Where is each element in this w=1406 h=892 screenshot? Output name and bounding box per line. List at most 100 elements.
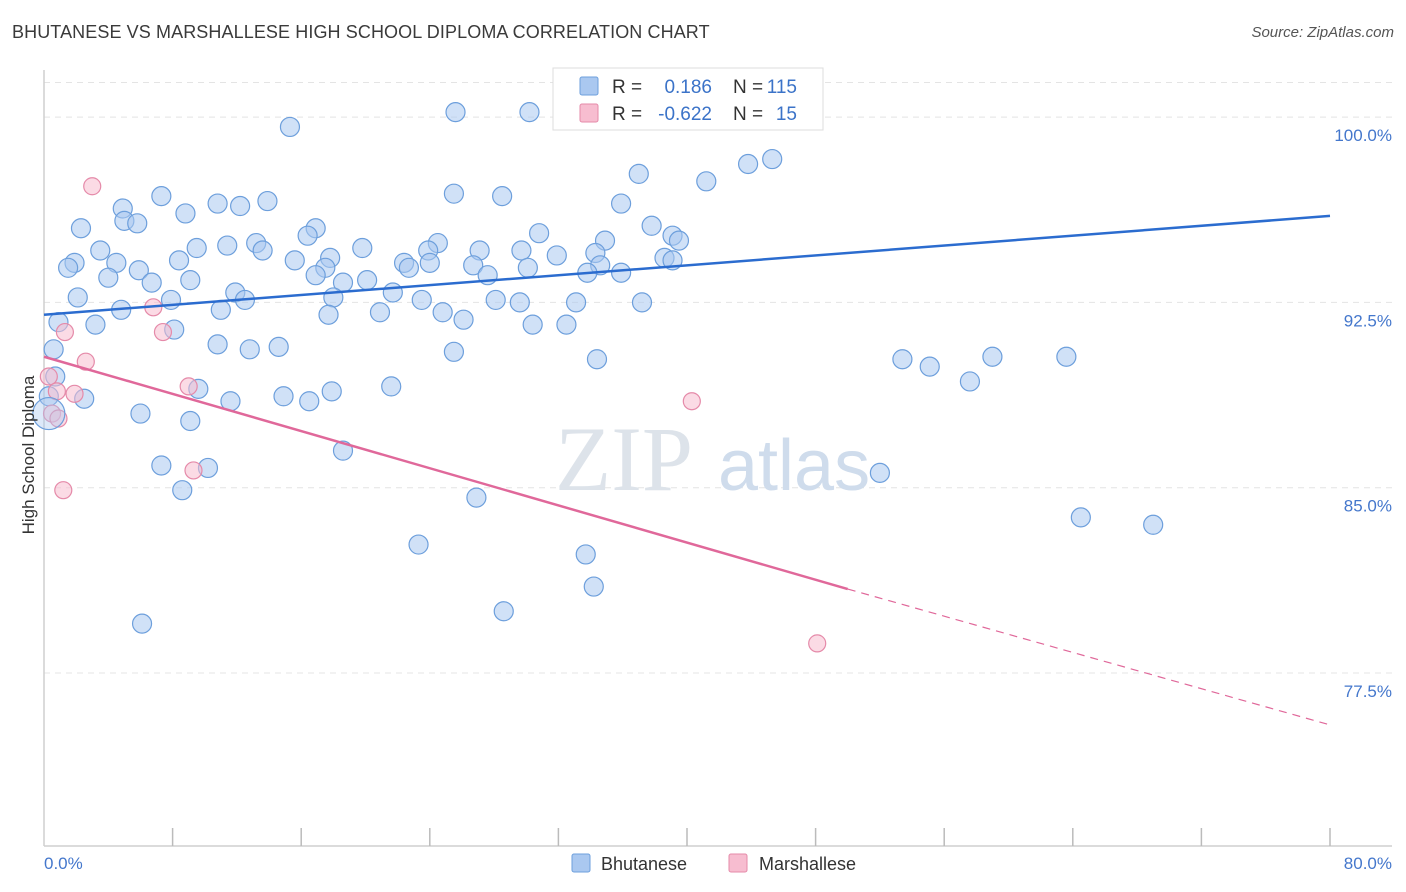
point-bhutanese: [207, 334, 228, 355]
point-bhutanese: [130, 403, 151, 424]
chart-title: BHUTANESE VS MARSHALLESE HIGH SCHOOL DIP…: [12, 22, 710, 42]
point-marshallese: [65, 384, 84, 403]
stats-n-label-bhutanese: N =: [733, 77, 763, 98]
point-bhutanese: [1056, 346, 1077, 367]
point-bhutanese: [128, 260, 149, 281]
legend: Bhutanese Marshallese: [571, 853, 856, 874]
grid-lines: [44, 81, 1392, 674]
point-bhutanese: [522, 314, 543, 335]
point-bhutanese: [90, 240, 111, 261]
point-bhutanese: [737, 153, 759, 175]
chart-source: Source: ZipAtlas.com: [1251, 24, 1394, 41]
point-bhutanese: [352, 237, 373, 259]
point-bhutanese: [959, 371, 981, 392]
point-bhutanese: [382, 282, 403, 303]
point-bhutanese: [610, 193, 632, 214]
point-bhutanese: [509, 292, 530, 313]
stats-n-label-marshallese: N =: [733, 104, 763, 125]
point-bhutanese-large: [32, 396, 66, 431]
stats-r-label-marshallese: R =: [612, 104, 642, 125]
point-bhutanese: [58, 257, 79, 278]
point-marshallese: [76, 352, 95, 371]
point-bhutanese: [610, 262, 632, 283]
point-bhutanese: [43, 339, 64, 360]
point-bhutanese: [453, 309, 474, 330]
point-bhutanese: [762, 148, 783, 170]
point-bhutanese: [131, 613, 153, 634]
point-bhutanese: [443, 341, 465, 362]
stats-swatch-marshallese: [579, 103, 599, 123]
point-bhutanese: [628, 163, 649, 184]
point-bhutanese: [432, 302, 453, 323]
point-bhutanese: [98, 267, 119, 288]
point-bhutanese: [869, 462, 891, 483]
point-bhutanese: [279, 116, 301, 138]
point-bhutanese: [398, 257, 420, 278]
point-bhutanese: [982, 346, 1003, 367]
stats-r-value-marshallese: -0.622: [658, 104, 712, 125]
point-bhutanese: [299, 391, 320, 412]
stats-n-value-marshallese: 15: [776, 104, 797, 125]
point-bhutanese: [411, 289, 432, 311]
trend-lines: [43, 214, 1331, 726]
point-bhutanese: [408, 534, 429, 555]
point-bhutanese: [631, 292, 653, 313]
point-bhutanese: [556, 314, 577, 335]
point-bhutanese: [445, 102, 466, 123]
point-marshallese: [54, 481, 73, 500]
x-tick-label: 80.0%: [1344, 854, 1392, 873]
point-bhutanese: [305, 265, 326, 286]
legend-label-marshallese: Marshallese: [759, 854, 856, 874]
point-bhutanese: [463, 255, 484, 276]
point-bhutanese: [141, 272, 162, 293]
point-bhutanese: [511, 240, 532, 261]
point-bhutanese: [168, 250, 190, 271]
point-bhutanese: [318, 304, 339, 325]
point-bhutanese: [186, 237, 207, 259]
point-bhutanese: [586, 349, 608, 370]
point-bhutanese: [668, 230, 690, 251]
point-bhutanese: [381, 376, 402, 397]
y-tick-label: 85.0%: [1344, 497, 1392, 516]
point-bhutanese: [696, 171, 717, 192]
point-bhutanese: [151, 186, 172, 207]
point-bhutanese: [466, 487, 487, 508]
point-bhutanese: [268, 336, 289, 357]
y-tick-labels: 100.0% 92.5% 85.0% 77.5%: [1334, 126, 1392, 701]
point-bhutanese: [1143, 514, 1164, 535]
point-bhutanese: [529, 223, 550, 244]
point-bhutanese: [369, 302, 391, 323]
point-bhutanese: [546, 245, 567, 266]
point-marshallese: [808, 634, 827, 653]
legend-swatch-marshallese: [728, 853, 748, 873]
stats-box: R = 0.186 N = 115 R = -0.622 N = 15: [552, 67, 824, 131]
watermark-atlas: atlas: [718, 426, 870, 506]
point-bhutanese: [519, 102, 540, 123]
point-bhutanese: [332, 440, 354, 461]
point-bhutanese: [575, 544, 596, 565]
point-bhutanese: [239, 339, 260, 360]
point-bhutanese: [67, 287, 88, 308]
point-bhutanese: [419, 252, 440, 273]
point-bhutanese: [180, 270, 201, 291]
stats-r-label-bhutanese: R =: [612, 77, 642, 98]
point-bhutanese: [257, 190, 278, 212]
watermark-zip: ZIP: [555, 408, 693, 510]
point-bhutanese: [85, 314, 106, 335]
point-bhutanese: [252, 240, 273, 261]
point-bhutanese: [443, 183, 465, 204]
point-bhutanese: [127, 213, 148, 234]
point-bhutanese: [217, 235, 238, 256]
point-marshallese: [682, 392, 701, 411]
point-bhutanese: [230, 195, 251, 217]
point-marshallese: [39, 367, 58, 386]
point-bhutanese: [485, 289, 506, 311]
point-bhutanese: [151, 455, 172, 476]
watermark: ZIP atlas: [555, 408, 870, 510]
point-bhutanese: [583, 576, 604, 597]
data-points: [32, 102, 1164, 653]
point-bhutanese: [273, 386, 294, 407]
point-bhutanese: [180, 410, 201, 432]
point-bhutanese: [175, 203, 196, 224]
stats-r-value-bhutanese: 0.186: [664, 77, 712, 98]
